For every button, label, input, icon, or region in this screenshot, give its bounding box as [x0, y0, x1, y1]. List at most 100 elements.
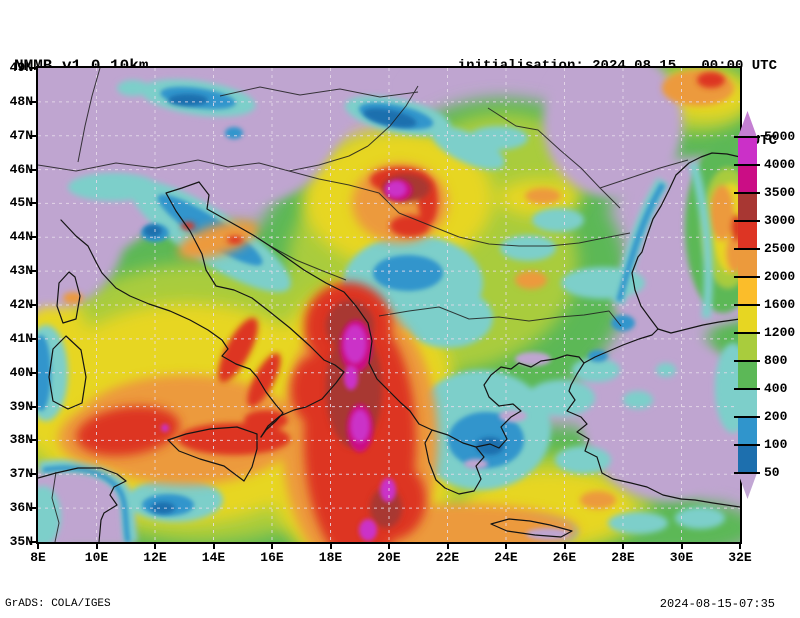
colorbar-segment: [738, 361, 757, 389]
lat-tick-label: 40N: [9, 364, 33, 380]
colorbar-tick-mark: [734, 388, 760, 390]
lon-tick-mark: [271, 542, 273, 549]
lat-tick-label: 38N: [9, 432, 33, 448]
colorbar-segment: [738, 417, 757, 445]
lat-tick-label: 35N: [9, 534, 33, 549]
lat-tick-label: 47N: [9, 127, 33, 143]
colorbar-tick-mark: [734, 416, 760, 418]
lat-tick-mark: [30, 100, 38, 103]
colorbar-tick-label: 200: [764, 409, 788, 424]
lon-tick-mark: [622, 542, 624, 549]
colorbar-tick-label: 400: [764, 381, 788, 396]
colorbar-tick-mark: [734, 276, 760, 278]
colorbar-tick-label: 1200: [764, 325, 796, 340]
lat-tick-mark: [30, 270, 38, 273]
lon-tick-label: 32E: [728, 550, 752, 565]
lat-tick-label: 36N: [9, 500, 33, 516]
lat-tick-label: 49N: [9, 60, 33, 75]
colorbar-segment: [738, 389, 757, 417]
lon-tick-mark: [212, 542, 215, 549]
lat-tick-label: 45N: [9, 195, 33, 211]
colorbar-tick-label: 3500: [764, 185, 796, 200]
lon-tick-label: 10E: [84, 550, 109, 565]
colorbar-tick-mark: [734, 248, 760, 250]
lat-tick-mark: [30, 371, 38, 374]
lon-tick-label: 26E: [552, 550, 577, 565]
lon-tick-label: 30E: [669, 550, 694, 565]
grads-credit: GrADS: COLA/IGES: [5, 598, 111, 610]
lat-tick-mark: [30, 439, 38, 442]
colorbar-segment: [738, 333, 757, 361]
lon-tick-mark: [154, 542, 156, 549]
lon-tick-label: 14E: [201, 550, 226, 565]
colorbar-tick-mark: [734, 220, 760, 222]
colorbar-segment: [738, 277, 757, 305]
lat-tick-mark: [30, 337, 38, 340]
lon-tick-mark: [739, 542, 741, 549]
lat-tick-label: 43N: [9, 263, 33, 279]
colorbar-segment: [738, 249, 757, 277]
colorbar-tick-label: 100: [764, 437, 788, 452]
cape-field-map: [36, 66, 742, 544]
lat-tick-mark: [30, 405, 38, 408]
colorbar-tick-label: 50: [764, 465, 780, 480]
colorbar-tick-label: 3000: [764, 213, 796, 228]
colorbar-segment: [738, 137, 757, 165]
lon-tick-label: 28E: [611, 550, 635, 565]
lon-tick-mark: [505, 542, 507, 549]
colorbar-tick-mark: [734, 304, 760, 306]
lon-tick-label: 18E: [318, 550, 343, 565]
colorbar-tick-mark: [734, 472, 760, 474]
country-borders: [38, 68, 689, 542]
lon-tick-label: 16E: [260, 550, 284, 565]
colorbar-tick-label: 5000: [764, 129, 796, 144]
colorbar-tick-mark: [734, 136, 760, 138]
colorbar-tick-label: 1600: [764, 297, 796, 312]
colorbar-segment: [738, 165, 757, 193]
map-canvas: [38, 68, 740, 542]
lon-tick-mark: [680, 542, 683, 549]
creation-timestamp: 2024-08-15-07:35: [659, 597, 775, 611]
lat-tick-mark: [30, 473, 38, 476]
colorbar-tick-mark: [734, 164, 760, 166]
colorbar-tick-mark: [734, 332, 760, 334]
lat-tick-label: 44N: [9, 229, 33, 245]
lon-tick-mark: [388, 542, 390, 549]
lon-tick-mark: [563, 542, 566, 549]
lon-tick-label: 24E: [494, 550, 518, 565]
lat-tick-label: 37N: [9, 466, 33, 482]
lat-tick-label: 39N: [9, 398, 33, 414]
colorbar-segment: [738, 221, 757, 249]
lat-tick-label: 46N: [9, 161, 33, 177]
colorbar-segment: [738, 305, 757, 333]
lat-tick-mark: [30, 304, 38, 306]
lat-tick-mark: [30, 507, 38, 510]
lon-tick-label: 20E: [377, 550, 401, 565]
colorbar-tick-mark: [734, 360, 760, 362]
lon-tick-mark: [37, 542, 39, 549]
colorbar-tick-label: 800: [764, 353, 788, 368]
colorbar-tick-mark: [734, 192, 760, 194]
lon-tick-mark: [329, 542, 332, 549]
coastlines: [38, 152, 740, 542]
colorbar-tick-label: 2500: [764, 241, 796, 256]
lon-tick-label: 22E: [435, 550, 460, 565]
colorbar-segment: [738, 193, 757, 221]
lat-tick-mark: [30, 541, 38, 543]
lat-tick-label: 41N: [9, 330, 33, 346]
lat-tick-mark: [30, 236, 38, 239]
lat-tick-mark: [30, 168, 38, 171]
lon-tick-mark: [95, 542, 98, 549]
colorbar-segment: [738, 445, 757, 473]
colorbar-tick-label: 4000: [764, 157, 796, 172]
lat-tick-label: 42N: [9, 297, 33, 312]
lat-tick-mark: [30, 67, 38, 69]
lat-tick-mark: [30, 134, 38, 137]
colorbar-tick-label: 2000: [764, 269, 796, 284]
lon-tick-label: 12E: [143, 550, 167, 565]
lon-tick-label: 8E: [30, 550, 46, 565]
lon-tick-mark: [446, 542, 449, 549]
lat-tick-mark: [30, 202, 38, 205]
lat-tick-label: 48N: [9, 93, 33, 109]
